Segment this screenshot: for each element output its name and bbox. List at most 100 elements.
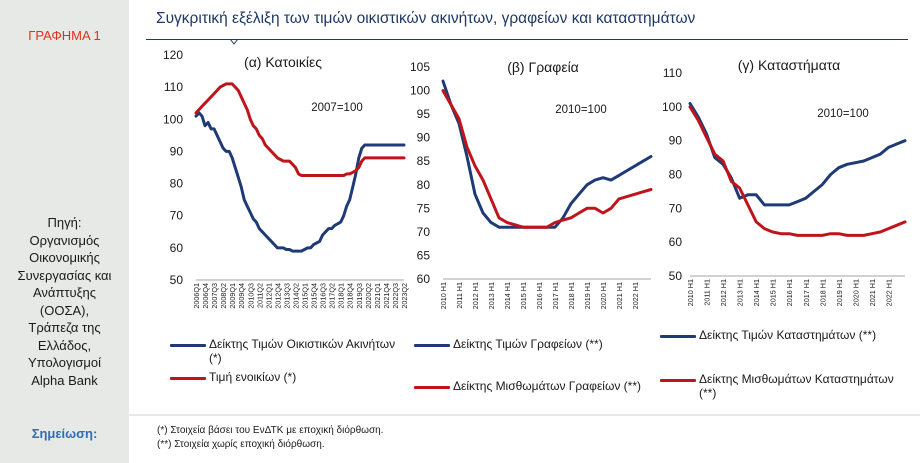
x-tick-label: 2016 H1 (785, 279, 794, 306)
x-tick-label: 2015Q4 (310, 283, 319, 309)
chart-panel-title: (α) Κατοικίες (244, 54, 322, 70)
legend-label: Δείκτης Μισθωμάτων Καταστημάτων (**) (699, 372, 894, 400)
sidebar (0, 0, 129, 463)
x-tick-label: 2012 H1 (719, 279, 728, 306)
x-tick-label: 2010Q3 (246, 283, 255, 309)
y-tick-label: 120 (163, 48, 183, 62)
x-tick-label: 2015Q1 (301, 283, 310, 309)
y-tick-label: 110 (663, 66, 682, 80)
x-tick-label: 2006Q1 (192, 283, 201, 309)
source-text: Πηγή: Οργανισμός Οικονομικής Συνεργασίας… (0, 214, 129, 389)
base-year-annotation: 2010=100 (555, 104, 607, 116)
x-tick-label: 2012 H1 (471, 282, 480, 309)
x-tick-label: 2014Q2 (291, 283, 300, 309)
source-line: Οργανισμός (29, 232, 100, 248)
source-line: Ελλάδος, (37, 337, 92, 353)
x-tick-label: 2017Q2 (328, 283, 337, 309)
x-tick-label: 2011 H1 (455, 282, 464, 309)
x-tick-label: 2017 H1 (551, 282, 560, 309)
y-tick-label: 70 (170, 209, 184, 223)
x-tick-label: 2015 H1 (769, 279, 778, 306)
y-tick-label: 60 (417, 272, 431, 286)
x-tick-label: 2022 H1 (631, 282, 640, 309)
source-line: Ανάπτυξης (33, 285, 96, 300)
legend-swatch-red (170, 377, 206, 380)
title-divider (146, 39, 908, 40)
series-line-rents (688, 105, 907, 237)
legend-item-house-prices: Δείκτης Τιμών Οικιστικών Ακινήτων (*) (170, 337, 410, 365)
legend-item-office-rents: Δείκτης Μισθωμάτων Γραφείων (**) (414, 379, 664, 393)
legend-swatch-red (414, 386, 450, 389)
y-tick-label: 80 (417, 178, 431, 192)
series-line-rents (194, 82, 406, 177)
x-tick-label: 2022 H1 (884, 279, 893, 306)
x-tick-label: 2019Q3 (355, 283, 364, 309)
y-tick-label: 105 (410, 60, 430, 74)
x-tick-label: 2020Q2 (364, 283, 373, 309)
source-line: Υπολογισμοί (28, 355, 101, 370)
x-tick-label: 2009Q1 (228, 283, 237, 309)
x-tick-label: 2013 H1 (736, 279, 745, 306)
chart-panel-title: (γ) Καταστήματα (738, 57, 840, 73)
x-tick-label: 2020 H1 (599, 282, 608, 309)
legend-label: Δείκτης Μισθωμάτων Γραφείων (**) (453, 379, 642, 393)
x-tick-label: 2011Q2 (255, 283, 264, 308)
title-notch-icon (230, 39, 238, 45)
x-tick-label: 2021 H1 (868, 279, 877, 306)
source-line: Alpha Bank (31, 372, 98, 388)
x-tick-label: 2009Q4 (237, 283, 246, 309)
series-line-prices (688, 102, 907, 207)
y-tick-label: 85 (417, 154, 431, 168)
x-tick-label: 2021 H1 (615, 282, 624, 309)
legend-label: Δείκτης Τιμών Καταστημάτων (**) (699, 328, 877, 342)
y-tick-label: 80 (669, 168, 683, 182)
x-tick-label: 2013Q3 (282, 283, 291, 309)
source-line: (ΟΟΣΑ), (39, 302, 90, 318)
x-tick-label: 2013 H1 (487, 282, 496, 309)
legend-item-store-rents: Δείκτης Μισθωμάτων Καταστημάτων (**) (660, 372, 910, 400)
x-tick-label: 2017 H1 (802, 279, 811, 306)
legend-label: Τιμή ενοικίων (*) (209, 370, 297, 384)
graph-label: ΓΡΑΦΗΜΑ 1 (28, 28, 101, 43)
y-tick-label: 50 (170, 273, 184, 287)
legend-label: Δείκτης Τιμών Γραφείων (**) (453, 337, 603, 351)
y-tick-label: 95 (417, 107, 431, 121)
x-tick-label: 2018Q4 (346, 283, 355, 309)
x-tick-label: 2014 H1 (503, 282, 512, 309)
source-line: Τράπεζα της (28, 320, 101, 335)
x-tick-label: 2019 H1 (583, 282, 592, 309)
note-line-1: (*) Στοιχεία βάσει του ΕνΔΤΚ με εποχική … (157, 425, 384, 436)
x-tick-label: 2010 H1 (439, 282, 448, 309)
note-label: Σημείωση: (31, 426, 98, 441)
legend-item-office-prices: Δείκτης Τιμών Γραφείων (**) (414, 337, 654, 351)
legend-item-store-prices: Δείκτης Τιμών Καταστημάτων (**) (660, 328, 910, 342)
legend-item-rents: Τιμή ενοικίων (*) (170, 370, 410, 384)
x-tick-label: 2011 H1 (703, 279, 712, 306)
source-line: Οικονομικής (29, 250, 100, 265)
x-tick-label: 2014 H1 (752, 279, 761, 306)
source-line: Πηγή: (47, 215, 82, 230)
legend-swatch-red (660, 379, 696, 382)
note-line-2: (**) Στοιχεία χωρίς εποχική διόρθωση. (157, 439, 325, 450)
x-tick-label: 2008Q2 (219, 283, 228, 309)
x-tick-label: 2012Q1 (264, 283, 273, 309)
y-tick-label: 60 (170, 241, 184, 255)
x-tick-label: 2012Q4 (273, 283, 282, 309)
base-year-annotation: 2007=100 (311, 102, 363, 114)
x-tick-label: 2015 H1 (519, 282, 528, 309)
x-tick-label: 2019 H1 (835, 279, 844, 306)
y-tick-label: 65 (417, 248, 431, 262)
legend-label: Δείκτης Τιμών Οικιστικών Ακινήτων (*) (209, 337, 396, 365)
y-tick-label: 75 (417, 201, 431, 215)
x-tick-label: 2023Q2 (400, 283, 409, 309)
x-tick-label: 2007Q3 (210, 283, 219, 309)
legend-swatch-navy (414, 344, 450, 347)
y-tick-label: 70 (417, 225, 431, 239)
y-tick-label: 100 (410, 84, 430, 98)
chart-panel-title: (β) Γραφεία (507, 59, 579, 75)
x-tick-label: 2022Q3 (391, 283, 400, 309)
y-tick-label: 90 (417, 131, 431, 145)
x-tick-label: 2021Q4 (382, 283, 391, 309)
series-line-prices (194, 111, 406, 253)
